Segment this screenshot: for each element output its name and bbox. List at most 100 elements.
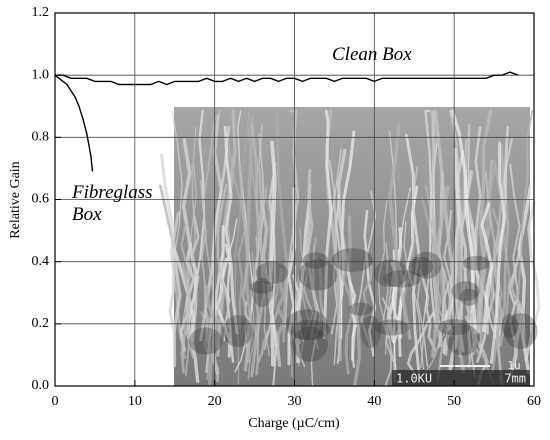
sem-strand <box>392 187 411 372</box>
y-tick-label: 0.4 <box>32 254 50 269</box>
sem-strand <box>337 148 357 361</box>
sem-strand <box>181 137 198 342</box>
sem-strand <box>160 153 182 368</box>
sem-strand <box>234 126 248 385</box>
series-line <box>55 71 519 86</box>
sem-shadow <box>348 302 373 316</box>
sem-shadow <box>501 314 518 338</box>
sem-strand <box>348 280 358 368</box>
sem-shadow <box>302 252 329 269</box>
sem-shadow <box>252 277 273 308</box>
sem-strand <box>497 139 511 347</box>
sem-strand <box>268 162 278 387</box>
sem-strand <box>237 110 255 338</box>
sem-shadow <box>446 323 480 356</box>
sem-strand <box>306 169 319 340</box>
sem-strand <box>403 221 425 370</box>
sem-strand <box>223 125 239 335</box>
sem-strand <box>200 311 211 380</box>
sem-strand <box>360 264 373 348</box>
sem-strand <box>424 109 437 328</box>
sem-strand <box>199 180 209 334</box>
sem-strand <box>322 109 333 339</box>
sem-strand <box>406 311 435 376</box>
sem-strand <box>433 109 455 356</box>
sem-strand <box>204 284 220 386</box>
x-tick-label: 50 <box>447 394 461 409</box>
sem-shadow <box>462 255 490 271</box>
sem-shadow <box>332 248 373 273</box>
series-line <box>54 74 94 172</box>
x-tick-label: 0 <box>52 394 59 409</box>
sem-shadow <box>285 309 328 341</box>
sem-strand <box>449 109 464 358</box>
sem-strand <box>205 125 231 374</box>
sem-strand <box>298 227 309 367</box>
x-tick-label: 40 <box>367 394 381 409</box>
y-tick-label: 0.6 <box>32 192 50 207</box>
sem-strand <box>510 269 523 378</box>
sem-strand <box>381 297 393 387</box>
sem-strand <box>215 140 236 350</box>
sem-shadow <box>411 251 442 279</box>
sem-strand <box>287 187 297 366</box>
series-label: Clean Box <box>332 44 412 65</box>
y-tick-label: 0.0 <box>32 378 50 393</box>
sem-shadow <box>223 315 253 348</box>
lines <box>54 71 519 172</box>
plot-frame <box>54 12 535 387</box>
sem-strand <box>515 110 534 330</box>
sem-strand <box>509 163 526 352</box>
sem-label: 1u <box>507 359 520 372</box>
y-axis-label: Relative Gain <box>8 161 23 238</box>
sem-strand <box>250 123 266 378</box>
sem-shadow <box>255 261 289 285</box>
sem-strand <box>411 166 425 368</box>
sem-shadow <box>249 280 274 294</box>
sem-strand <box>259 200 282 367</box>
sem-strand <box>480 202 494 333</box>
sem-strand <box>310 245 321 387</box>
y-tick-label: 0.2 <box>32 316 50 331</box>
sem-strand <box>312 236 324 331</box>
sem-strand <box>342 258 353 375</box>
sem-strand <box>173 248 200 383</box>
sem-strand <box>524 200 541 362</box>
sem-shadow <box>383 270 422 288</box>
sem-strand <box>216 183 230 329</box>
series-label: Fibreglass Box <box>72 182 153 225</box>
sem-strand <box>243 114 254 372</box>
sem-strand <box>471 109 493 356</box>
sem-strand <box>303 276 319 350</box>
x-tick-label: 20 <box>208 394 222 409</box>
sem-shadow <box>503 313 538 349</box>
sem-shadow <box>298 259 338 291</box>
sem-strand <box>507 298 526 382</box>
sem-strand <box>489 141 507 365</box>
sem-strand <box>388 122 412 340</box>
sem-strand <box>275 268 287 349</box>
sem-strand <box>275 109 288 343</box>
sem-strand <box>203 307 220 383</box>
x-tick-label: 60 <box>527 394 541 409</box>
x-tick-label: 10 <box>128 394 142 409</box>
sem-strand <box>247 251 259 380</box>
x-tick-label: 30 <box>288 394 302 409</box>
y-tick-label: 0.8 <box>32 130 50 145</box>
sem-shadow <box>451 281 480 301</box>
sem-shadow <box>373 259 409 288</box>
x-axis-label: Charge (µC/cm) <box>248 416 340 431</box>
sem-shadow <box>188 327 223 355</box>
sem-shadow <box>360 315 382 348</box>
sem-shadow <box>291 319 331 341</box>
sem-label: 7mm <box>504 372 526 386</box>
sem-label: 1.0KU <box>396 372 432 386</box>
sem-strand <box>381 242 390 339</box>
sem-shadow <box>292 326 329 362</box>
y-tick-label: 1.0 <box>32 67 50 82</box>
sem-strand <box>425 310 446 373</box>
y-tick-label: 1.2 <box>32 5 50 20</box>
